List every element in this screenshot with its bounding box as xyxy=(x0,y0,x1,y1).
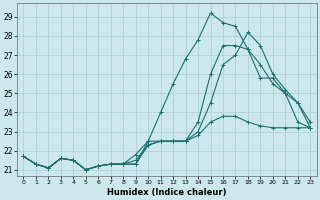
X-axis label: Humidex (Indice chaleur): Humidex (Indice chaleur) xyxy=(107,188,227,197)
